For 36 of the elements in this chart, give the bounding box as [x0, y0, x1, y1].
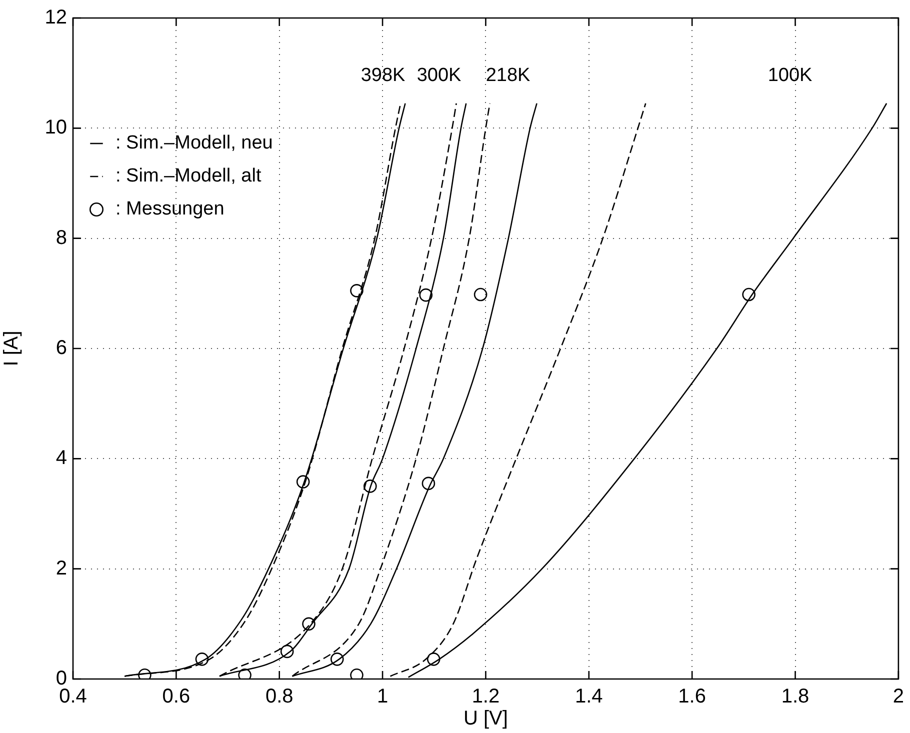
point: [350, 284, 364, 298]
x-tick-label: 1.4: [574, 686, 603, 708]
point: [419, 288, 433, 302]
legend-label: : Messungen: [116, 198, 224, 220]
point: [426, 652, 440, 666]
y-tick-label: 6: [56, 337, 67, 360]
legend-label: : Sim.–Modell, alt: [116, 166, 262, 187]
y-tick-label: 8: [56, 226, 67, 249]
x-tick-label: 1: [376, 686, 388, 708]
x-tick-label: 2: [892, 686, 904, 708]
y-tick-label: 4: [56, 447, 67, 470]
x-axis-title: U [V]: [463, 708, 508, 730]
point: [195, 652, 209, 666]
point: [302, 617, 316, 631]
x-tick-label: 1.8: [781, 686, 810, 708]
point: [422, 476, 436, 490]
point: [280, 644, 294, 658]
annotation: 300K: [416, 65, 462, 86]
annotation: 218K: [486, 65, 531, 86]
legend-label: : Sim.–Modell, neu: [116, 132, 273, 154]
y-tick-label: 10: [44, 116, 67, 139]
point: [742, 288, 756, 302]
line-series: [390, 102, 646, 677]
x-tick-label: 0.6: [162, 686, 190, 708]
annotation: 100K: [768, 65, 813, 86]
point: [330, 652, 344, 666]
y-tick-label: 2: [56, 557, 67, 580]
point: [296, 475, 310, 488]
annotation: 398K: [360, 65, 406, 86]
x-tick-label: 0.8: [265, 686, 294, 708]
x-tick-label: 1.2: [472, 686, 500, 708]
y-tick-label: 12: [44, 6, 67, 29]
point: [364, 480, 377, 493]
x-tick-label: 1.6: [678, 686, 706, 708]
y-axis-title: I [A]: [0, 330, 23, 366]
point: [474, 288, 488, 302]
